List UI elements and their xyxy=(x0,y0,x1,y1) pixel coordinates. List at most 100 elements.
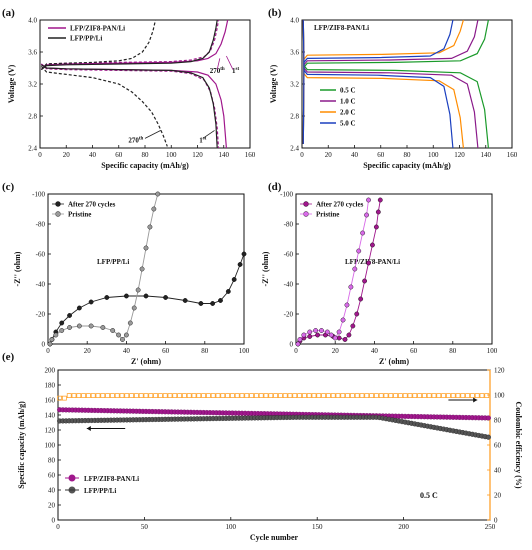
nyquist-line-0 xyxy=(297,199,381,345)
ce-point-zif xyxy=(359,393,365,398)
nyquist-point xyxy=(110,328,116,333)
x-tick-label: 80 xyxy=(404,151,412,159)
ce-point-zif xyxy=(369,393,374,398)
y2-tick-label: 80 xyxy=(494,417,502,425)
x-tick-label: 150 xyxy=(312,523,323,531)
series-charge-3 xyxy=(40,19,157,71)
ce-point-zif xyxy=(186,393,192,398)
ce-point-zif xyxy=(191,393,197,398)
y-tick-label: -100 xyxy=(280,191,293,199)
ce-point-zif xyxy=(441,393,446,398)
y-tick-label: 80 xyxy=(48,457,56,465)
series-charge-2.0 C xyxy=(302,19,464,145)
ce-point-zif xyxy=(474,393,480,398)
nyquist-point xyxy=(76,323,82,329)
nyquist-point xyxy=(67,325,72,330)
panel-label-e: (e) xyxy=(2,351,15,363)
nyquist-point xyxy=(139,266,145,272)
nyquist-point xyxy=(131,305,137,311)
chart-c-nyquist-pp: 0 20 40 60 80 100 0 -20 -40 -60 -80 -100 Z' (ohm) -Z'… xyxy=(13,191,250,367)
arrow-right-ce-head xyxy=(473,397,478,403)
y-axis-title: -Z'' (ohm) xyxy=(13,251,22,286)
nyquist-point xyxy=(362,278,367,284)
x-tick-label: 100 xyxy=(239,347,250,355)
series-discharge-5.0 C xyxy=(302,19,454,149)
x-tick-label: 140 xyxy=(481,151,492,159)
chart-b-title: LFP/ZIF8-PAN/Li xyxy=(314,24,369,32)
x-tick-label: 0 xyxy=(56,523,60,531)
nyquist-point xyxy=(307,334,313,339)
x-tick-label: 120 xyxy=(454,151,465,159)
x-tick-label: 160 xyxy=(507,151,518,159)
annotation-0: 270th xyxy=(210,67,225,75)
y2-tick-label: 20 xyxy=(494,492,502,500)
chart-d-nyquist-zif: 0 20 40 60 80 100 0 -20 -40 -60 -80 -100 Z' (ohm) -Z'… xyxy=(261,191,498,367)
ce-point-zif xyxy=(455,393,461,398)
ce-point-zif xyxy=(114,393,120,398)
nyquist-point xyxy=(358,296,364,302)
x-tick-label: 60 xyxy=(377,151,385,159)
ce-point-zif xyxy=(263,393,269,398)
y-tick-label: 2.4 xyxy=(28,145,37,153)
arrow-1st-pp xyxy=(202,130,215,139)
arrow-left-capacity-head xyxy=(86,426,91,431)
y-axis-title: Voltage (V) xyxy=(7,64,16,103)
annotation-sup: th xyxy=(139,136,144,141)
nyquist-point xyxy=(354,311,360,317)
y-tick-label: 120 xyxy=(45,427,56,435)
ce-point-zif xyxy=(340,393,346,398)
ce-point-zif xyxy=(62,395,67,401)
y-tick-label: -80 xyxy=(36,221,46,229)
ce-point-zif xyxy=(239,393,245,398)
ce-point-zif xyxy=(95,393,101,398)
ce-point-zif xyxy=(446,393,451,398)
ce-point-zif xyxy=(393,393,398,398)
y-tick-label: 40 xyxy=(48,487,56,495)
annotation-3: 1st xyxy=(199,136,206,144)
y-tick-label: 3.2 xyxy=(290,81,299,89)
nyquist-point xyxy=(342,337,348,342)
nyquist-point xyxy=(319,328,324,333)
series-discharge-0.5 C xyxy=(302,19,489,149)
y2-tick-label: 0 xyxy=(494,517,498,525)
nyquist-point xyxy=(76,305,82,311)
ce-point-zif xyxy=(354,393,360,398)
y-tick-label: 3.2 xyxy=(28,81,37,89)
x-tick-label: 0 xyxy=(294,347,298,355)
x-axis-title: Specific capacity (mAh/g) xyxy=(363,161,451,170)
x-tick-label: 80 xyxy=(142,151,150,159)
ce-point-zif xyxy=(129,393,134,398)
nyquist-point xyxy=(143,245,149,251)
nyquist-point xyxy=(100,325,106,330)
ce-point-zif xyxy=(470,393,475,398)
y2-axis-title: Coulombic efficiency (%) xyxy=(514,401,523,488)
series-charge-1 xyxy=(40,19,220,71)
x-tick-label: 0 xyxy=(300,151,304,159)
legend-label-zif: LFP/ZIF8-PAN/Li xyxy=(84,475,139,483)
ce-point-zif xyxy=(402,393,408,398)
legend-label-1: Pristine xyxy=(68,211,91,219)
x-tick-label: 250 xyxy=(485,523,496,531)
ce-point-zif xyxy=(330,393,336,398)
nyquist-point xyxy=(370,242,375,248)
nyquist-point xyxy=(295,341,301,347)
ce-point-zif xyxy=(484,393,490,398)
nyquist-point xyxy=(53,332,59,338)
ce-point-zif xyxy=(254,393,259,398)
x-tick-label: 50 xyxy=(141,523,149,531)
nyquist-point xyxy=(301,332,307,338)
series-charge-5.0 C xyxy=(302,19,454,145)
x-axis-title: Z' (ohm) xyxy=(131,357,161,366)
x-tick-label: 40 xyxy=(123,347,131,355)
nyquist-point xyxy=(151,206,157,212)
chart-e-cycling: 0 50 100 150 200 2500204060801001201401601802… xyxy=(17,367,523,543)
ce-point-zif xyxy=(177,393,182,398)
nyquist-point xyxy=(328,332,334,338)
ce-point-zif xyxy=(287,393,293,398)
x-tick-label: 60 xyxy=(410,347,418,355)
y-axis-title: -Z'' (ohm) xyxy=(261,251,270,286)
x-axis-title: Cycle number xyxy=(250,533,299,542)
ce-point-zif xyxy=(225,393,230,398)
y-tick-label: 4.0 xyxy=(290,17,299,25)
nyquist-point xyxy=(324,329,330,335)
